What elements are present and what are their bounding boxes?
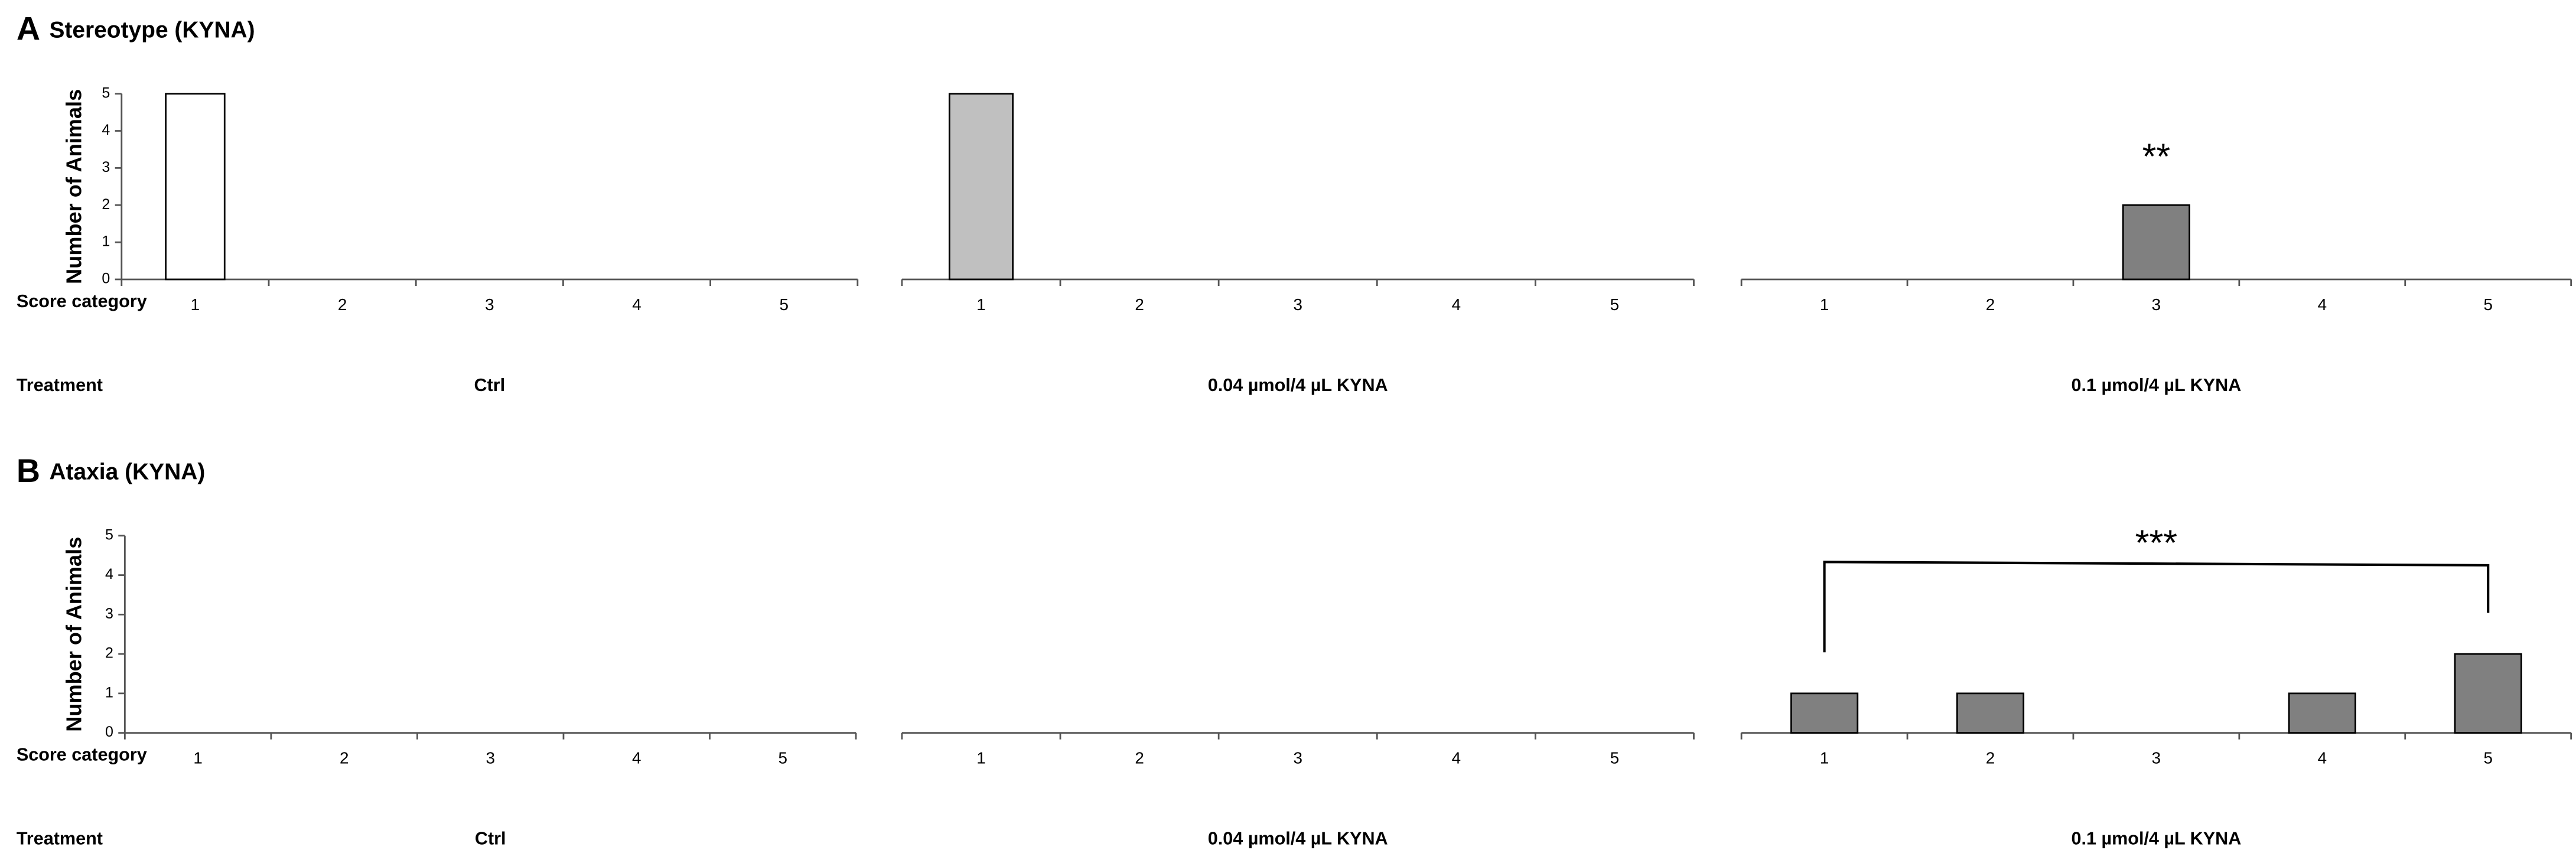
- row-label: Treatment: [17, 828, 103, 848]
- x-tick-label: 3: [486, 748, 494, 767]
- x-tick-label: 3: [2152, 295, 2161, 314]
- x-tick-label: 5: [2483, 748, 2492, 767]
- treatment-label: 0.1 µmol/4 µL KYNA: [2071, 828, 2241, 848]
- x-tick-label: 1: [193, 748, 202, 767]
- y-axis-label: Number of Animals: [61, 89, 86, 284]
- y-tick-label: 0: [105, 724, 113, 740]
- x-tick-label: 1: [191, 295, 200, 314]
- x-tick-label: 5: [1610, 295, 1619, 314]
- x-tick-label: 5: [779, 295, 788, 314]
- x-tick-label: 4: [632, 295, 641, 314]
- y-tick-label: 3: [102, 159, 110, 175]
- x-tick-label: 5: [1610, 748, 1619, 767]
- x-tick-label: 2: [1135, 295, 1144, 314]
- panel-label: B: [17, 452, 40, 489]
- significance-label: **: [2142, 136, 2171, 177]
- x-tick-label: 3: [1293, 748, 1302, 767]
- x-tick-label: 5: [2483, 295, 2492, 314]
- x-axis-label: Score category: [17, 745, 147, 765]
- y-tick-label: 2: [102, 196, 110, 213]
- bar: [1790, 692, 1859, 734]
- significance-bracket: [1823, 561, 2490, 653]
- x-tick-label: 1: [1820, 748, 1829, 767]
- treatment-label: Ctrl: [475, 828, 506, 848]
- x-tick-label: 4: [1452, 295, 1461, 314]
- panel-title: Stereotype (KYNA): [49, 17, 255, 43]
- x-tick-label: 4: [2318, 748, 2327, 767]
- treatment-label: Ctrl: [474, 375, 505, 395]
- x-tick-label: 2: [1135, 748, 1144, 767]
- panel-label: A: [17, 11, 40, 47]
- x-tick-label: 3: [1293, 295, 1302, 314]
- x-tick-label: 3: [2152, 748, 2161, 767]
- treatment-label: 0.1 µmol/4 µL KYNA: [2071, 375, 2241, 395]
- y-tick-label: 4: [102, 122, 110, 138]
- y-tick-label: 0: [102, 271, 110, 287]
- y-tick-label: 1: [102, 233, 110, 250]
- y-tick-label: 1: [105, 684, 113, 701]
- bar: [948, 93, 1014, 281]
- panel-title: Ataxia (KYNA): [49, 459, 205, 484]
- x-tick-label: 1: [976, 295, 985, 314]
- x-tick-label: 4: [632, 748, 641, 767]
- treatment-label: 0.04 µmol/4 µL KYNA: [1208, 828, 1388, 848]
- bar: [1956, 692, 2025, 734]
- y-tick-label: 5: [105, 526, 113, 543]
- y-tick-label: 5: [102, 84, 110, 101]
- x-axis-label: Score category: [17, 291, 147, 311]
- y-axis-label: Number of Animals: [61, 537, 86, 732]
- bar: [2288, 692, 2356, 734]
- y-tick-label: 4: [105, 566, 113, 582]
- x-tick-label: 2: [1986, 295, 1995, 314]
- x-tick-label: 2: [338, 295, 347, 314]
- y-tick-label: 2: [105, 645, 113, 662]
- x-tick-label: 2: [340, 748, 349, 767]
- bar: [2122, 204, 2190, 281]
- treatment-label: 0.04 µmol/4 µL KYNA: [1208, 375, 1388, 395]
- x-tick-label: 3: [485, 295, 494, 314]
- x-tick-label: 1: [1820, 295, 1829, 314]
- x-tick-label: 5: [779, 748, 787, 767]
- x-tick-label: 4: [2318, 295, 2327, 314]
- x-tick-label: 2: [1986, 748, 1995, 767]
- row-label: Treatment: [17, 375, 103, 395]
- x-tick-label: 4: [1452, 748, 1461, 767]
- y-tick-label: 3: [105, 605, 113, 622]
- bar: [165, 93, 226, 281]
- bar: [2454, 653, 2522, 734]
- significance-label: ***: [2135, 523, 2177, 563]
- x-tick-label: 1: [976, 748, 985, 767]
